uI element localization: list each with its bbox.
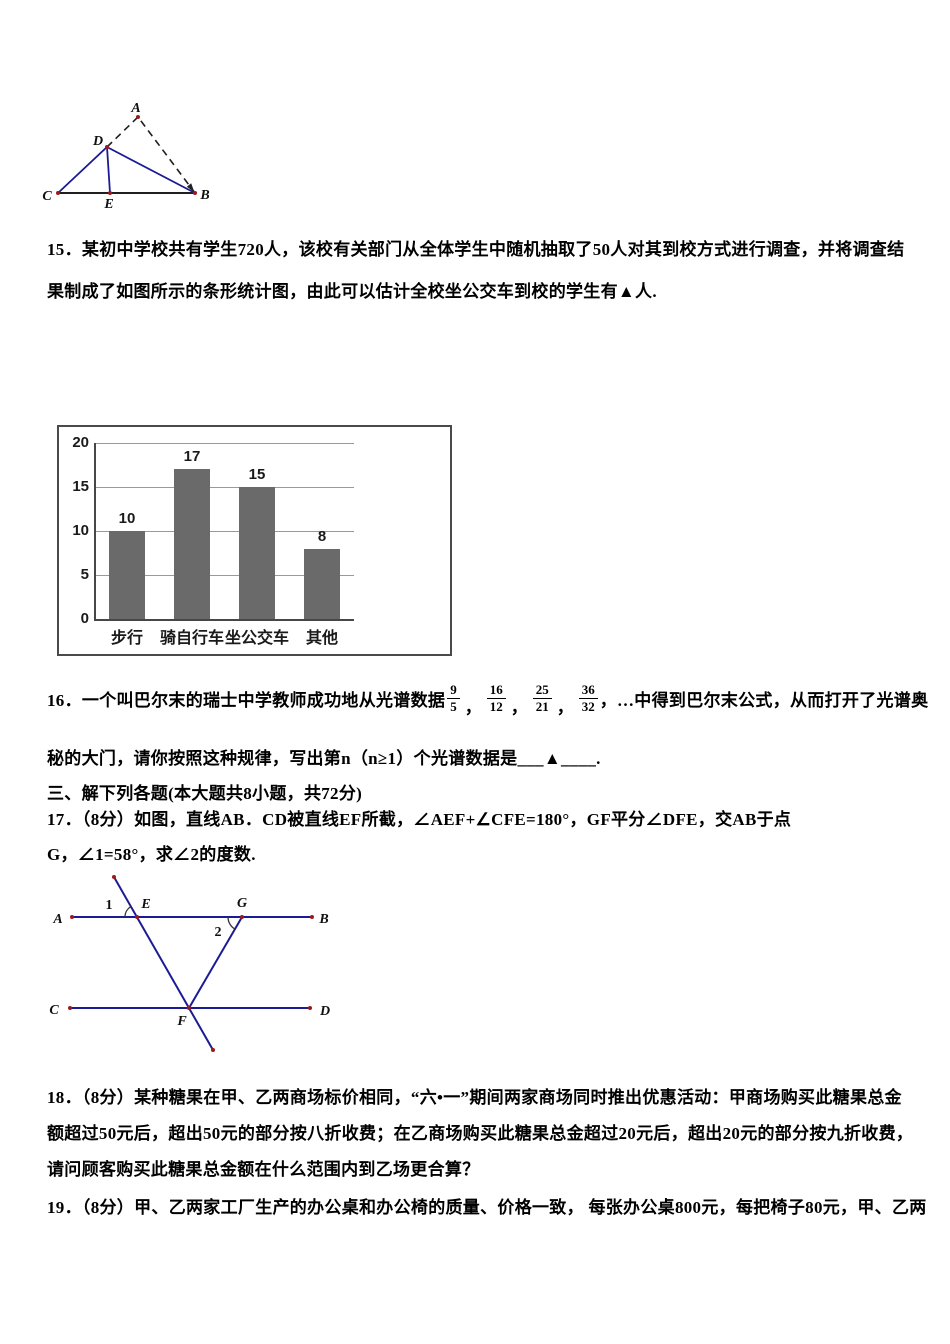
chart-gridline [94, 487, 354, 488]
q17-line1: 17．（8分）如图，直线AB．CD被直线EF所截，∠AEF+∠CFE=180°，… [47, 810, 792, 829]
fraction-2: 16 12 [486, 682, 506, 715]
label-D: D [319, 1004, 330, 1019]
label-C: C [42, 189, 52, 204]
x-axis-line [94, 619, 354, 621]
arrowhead-at-B [186, 183, 195, 193]
fraction-1-num: 9 [447, 682, 460, 699]
q16-prefix: 16．一个叫巴尔末的瑞士中学教师成功地从光谱数据 [47, 690, 446, 710]
point-dot-A [70, 915, 74, 919]
transversal-EF [113, 876, 214, 1051]
label-B: B [199, 188, 209, 203]
point-dot-C [68, 1006, 72, 1010]
point-dot-B [310, 915, 314, 919]
fraction-4-num: 36 [578, 682, 598, 699]
q18-line3: 请问顾客购买此糖果总金额在什么范围内到乙场更合算？ [47, 1160, 480, 1179]
label-A: A [130, 101, 140, 116]
point-dot-D [105, 145, 109, 149]
q18-line1: 18．（8分）某种糖果在甲、乙两商场标价相同，“六•一”期间两家商场同时推出优惠… [47, 1088, 902, 1107]
bar-value-label: 10 [118, 510, 136, 527]
q19-line1: 19．（8分）甲、乙两家工厂生产的办公桌和办公椅的质量、价格一致， 每张办公桌8… [47, 1198, 927, 1217]
angle2-arc [227, 916, 236, 930]
chart-gridline [94, 443, 354, 444]
fraction-1: 9 5 [447, 682, 460, 715]
label-angle2: 2 [215, 925, 222, 940]
fraction-3: 25 21 [532, 682, 552, 715]
fraction-sep: ， [510, 698, 528, 717]
point-dot-transversal-bottom [211, 1048, 215, 1052]
bar-value-label: 17 [183, 448, 201, 466]
label-A: A [52, 912, 62, 927]
category-label: 坐公交车 [224, 630, 289, 647]
point-dot-A [136, 115, 140, 119]
point-dot-F [187, 1006, 191, 1010]
fraction-3-num: 25 [532, 682, 552, 699]
y-axis-line [94, 443, 96, 619]
category-label: 其他 [305, 630, 338, 647]
point-dot-G [240, 915, 244, 919]
point-dot-E [135, 915, 139, 919]
category-label: 骑自行车 [159, 630, 224, 647]
chart-gridline [94, 531, 354, 532]
fraction-2-den: 12 [489, 698, 503, 714]
fraction-4: 36 32 [578, 682, 598, 715]
label-G: G [237, 896, 247, 911]
y-axis-tick-label: 10 [72, 522, 89, 539]
label-D: D [92, 134, 103, 149]
point-dot-C [56, 191, 60, 195]
point-dot-D [308, 1006, 312, 1010]
category-label: 步行 [110, 630, 143, 647]
dashed-lines-DA-AB [106, 115, 196, 194]
chart-gridline [94, 575, 354, 576]
label-B: B [318, 912, 328, 927]
point-dot-transversal-top [112, 875, 116, 879]
bar [109, 531, 145, 619]
bar [304, 548, 340, 619]
q15-line1: 15．某初中学校共有学生720人，该校有关部门从全体学生中随机抽取了50人对其到… [47, 240, 905, 259]
angle1-arc [124, 906, 132, 918]
segment-FG [188, 916, 243, 1009]
point-dot-B [193, 191, 197, 195]
fraction-4-den: 32 [581, 698, 595, 714]
fraction-sep: ， [556, 698, 574, 717]
segments-CD-DE-DB [57, 145, 196, 194]
label-F: F [176, 1014, 187, 1029]
y-axis-tick-label: 0 [80, 610, 89, 627]
bar-value-label: 8 [317, 527, 327, 545]
y-axis-tick-label: 20 [72, 434, 89, 451]
fraction-3-den: 21 [535, 698, 549, 714]
y-axis-tick-label: 5 [80, 566, 89, 583]
label-E: E [103, 197, 113, 212]
q17-line2: G，∠1=58°，求∠2的度数. [47, 845, 256, 864]
bar-chart: 0 5 10 15 20 10 步行 17 骑自行车 15 坐公交车 8 其他 [57, 425, 452, 656]
q16-suffix: ，…中得到巴尔末公式，从而打开了光谱奥 [599, 690, 929, 710]
q16-line1: 16．一个叫巴尔末的瑞士中学教师成功地从光谱数据 9 5 ， 16 12 ， 2… [47, 678, 928, 718]
fraction-sep: ， [464, 698, 482, 717]
y-axis-tick-label: 15 [72, 478, 89, 495]
q16-line2: 秘的大门，请你按照这种规律，写出第n（n≥1）个光谱数据是___▲____. [47, 749, 601, 768]
bar [174, 469, 210, 619]
q15-line2: 果制成了如图所示的条形统计图，由此可以估计全校坐公交车到校的学生有▲人. [47, 282, 657, 301]
section3-heading: 三、解下列各题(本大题共8小题，共72分) [47, 784, 363, 803]
fraction-1-den: 5 [450, 698, 457, 714]
fraction-2-num: 16 [486, 682, 506, 699]
parallel-lines-figure: A B C D E G F 1 2 [49, 875, 330, 1052]
point-dot-E [108, 191, 112, 195]
label-angle1: 1 [106, 898, 113, 913]
label-C: C [49, 1003, 59, 1018]
label-E: E [140, 897, 150, 912]
triangle-figure: A D C E B [42, 101, 209, 212]
bar [239, 487, 275, 619]
q18-line2: 额超过50元后，超出50元的部分按八折收费；在乙商场购买此糖果总金超过20元后，… [47, 1124, 914, 1143]
bar-value-label: 15 [248, 466, 266, 483]
